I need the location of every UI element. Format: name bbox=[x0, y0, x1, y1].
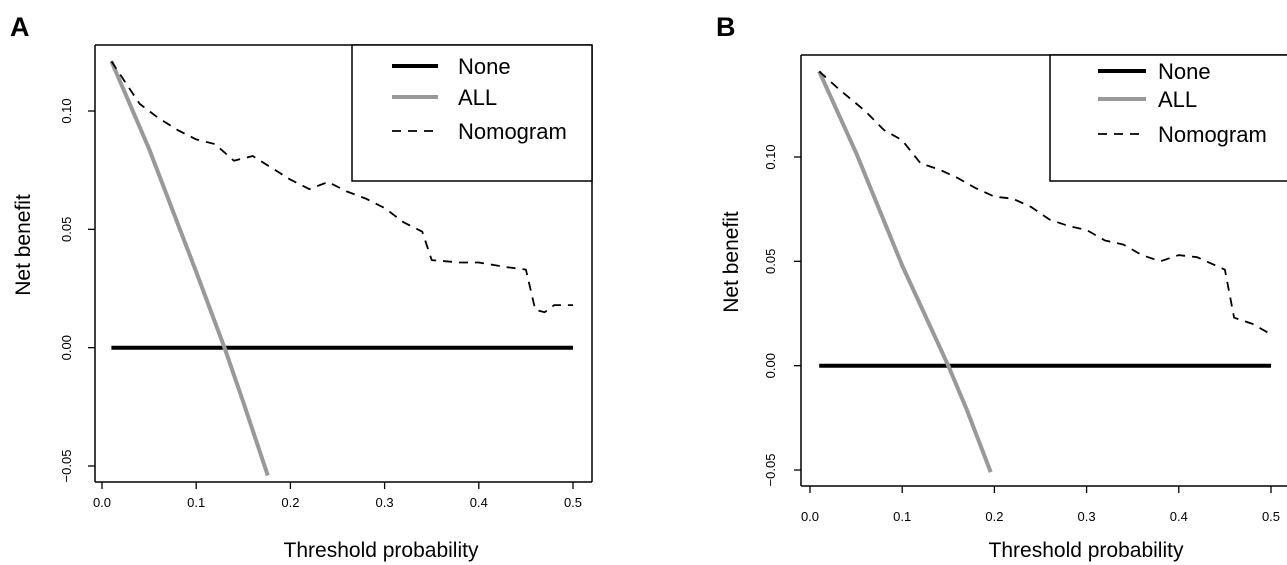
y-tick-label: 0.05 bbox=[59, 217, 74, 242]
legend-label-all: ALL bbox=[1158, 87, 1197, 112]
chart-panel-a: A 0.0 0.1 0.2 0.3 0.4 0.5 −0.05 0.00 0.05 0.10 Thre… bbox=[10, 12, 593, 562]
x-axis-title: Threshold probability bbox=[989, 539, 1184, 562]
y-tick-label: 0.10 bbox=[763, 144, 778, 169]
y-tick-label: 0.00 bbox=[763, 353, 778, 378]
legend-label-nomogram: Nomogram bbox=[458, 119, 567, 144]
x-tick-label: 0.0 bbox=[93, 495, 111, 510]
y-tick-label: 0.10 bbox=[59, 98, 74, 123]
y-tick-label: −0.05 bbox=[59, 450, 74, 483]
x-tick-label: 0.1 bbox=[893, 509, 911, 524]
y-tick-label: 0.05 bbox=[763, 249, 778, 274]
x-tick-label: 0.5 bbox=[564, 495, 582, 510]
panel-label: A bbox=[10, 12, 30, 42]
legend-label-all: ALL bbox=[458, 85, 497, 110]
x-tick-label: 0.0 bbox=[801, 509, 819, 524]
x-tick-label: 0.4 bbox=[1170, 509, 1188, 524]
legend-box bbox=[1049, 54, 1287, 182]
series-line-nomogram bbox=[110, 60, 573, 314]
legend-label-none: None bbox=[1158, 59, 1211, 84]
x-tick-label: 0.2 bbox=[281, 495, 299, 510]
x-tick-label: 0.3 bbox=[376, 495, 394, 510]
x-tick-label: 0.2 bbox=[985, 509, 1003, 524]
x-axis-title: Threshold probability bbox=[284, 539, 479, 562]
y-tick-label: −0.05 bbox=[763, 454, 778, 487]
x-tick-label: 0.4 bbox=[470, 495, 488, 510]
legend-label-nomogram: Nomogram bbox=[1158, 122, 1267, 147]
series-line-all bbox=[817, 70, 993, 473]
series-line-nomogram bbox=[818, 70, 1272, 336]
y-tick-label: 0.00 bbox=[59, 335, 74, 360]
x-tick-label: 0.5 bbox=[1262, 509, 1280, 524]
y-axis-title: Net benefit bbox=[12, 194, 35, 296]
x-tick-label: 0.1 bbox=[187, 495, 205, 510]
y-axis-title: Net benefit bbox=[720, 211, 743, 313]
chart-panel-b: B 0.0 0.1 0.2 0.3 0.4 0.5 −0.05 0.00 0.05 0.10 Thre… bbox=[716, 12, 1287, 562]
panel-label: B bbox=[716, 12, 736, 42]
series-line-all bbox=[109, 60, 270, 477]
legend-label-none: None bbox=[458, 54, 511, 79]
x-tick-label: 0.3 bbox=[1078, 509, 1096, 524]
